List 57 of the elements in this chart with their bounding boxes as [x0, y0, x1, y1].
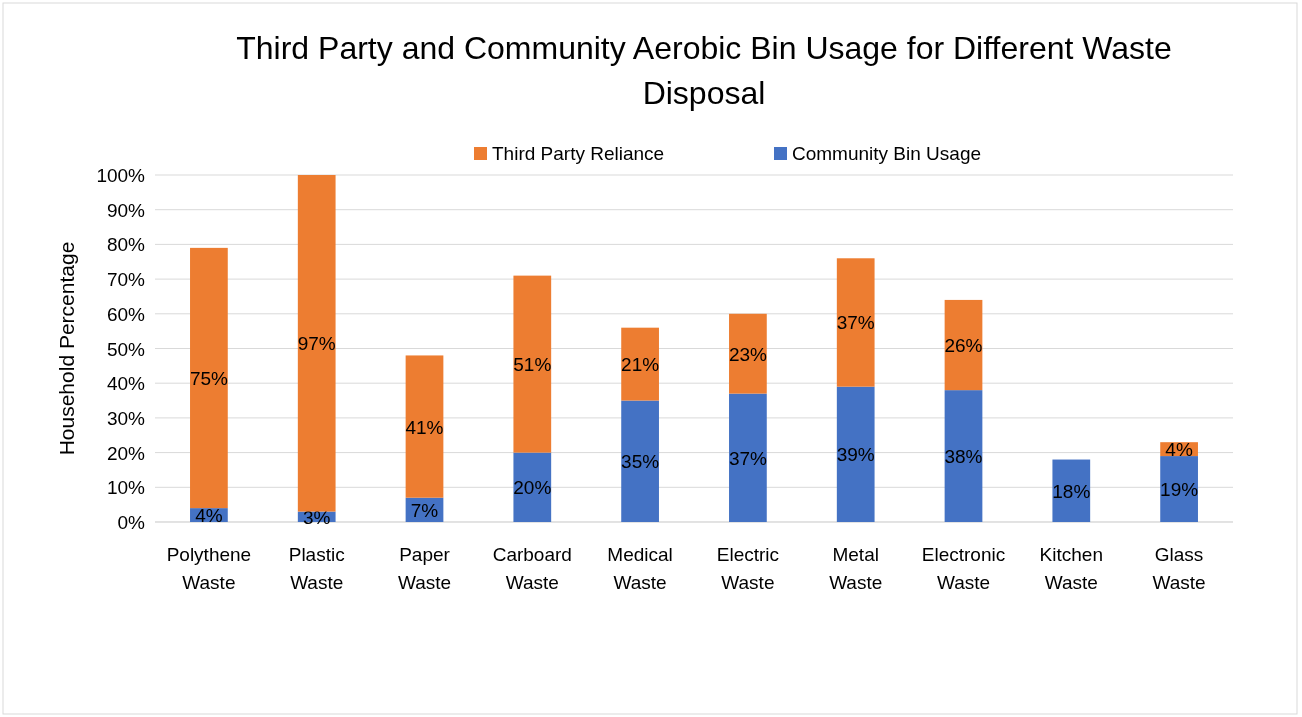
data-label: 20%	[513, 477, 552, 499]
bar	[621, 400, 659, 522]
data-label: 4%	[1165, 439, 1193, 461]
data-label: 37%	[836, 312, 875, 334]
data-label: 37%	[728, 447, 768, 469]
bar	[1160, 456, 1198, 522]
bar	[944, 299, 983, 391]
y-tick-label: 100%	[96, 165, 146, 186]
legend-label: Community Bin Usage	[792, 143, 982, 164]
x-tick-label: Electronic Waste	[921, 544, 1006, 593]
x-tick-label: Electric Waste	[716, 544, 780, 593]
bar	[836, 258, 875, 387]
data-label: 38%	[944, 446, 983, 468]
bar	[297, 175, 336, 512]
bar	[836, 386, 875, 522]
data-label: 41%	[405, 416, 444, 438]
x-tick-label: Metal Waste	[829, 544, 883, 593]
x-tick-label: Glass Waste	[1152, 544, 1206, 593]
bar	[513, 452, 552, 522]
y-tick-label: 80%	[106, 234, 146, 256]
x-tick-label: Medical Waste	[607, 544, 673, 593]
chart-title: Third Party and Community Aerobic Bin Usage for Different Waste Disposal	[236, 30, 1172, 111]
y-tick-label: 70%	[106, 269, 146, 291]
y-axis-title: Household Percentage	[55, 241, 78, 456]
x-tick-label: Paper Waste	[397, 544, 452, 593]
y-tick-label: 0%	[117, 512, 146, 533]
y-tick-label: 20%	[106, 442, 146, 464]
x-tick-label: Polythene Waste	[166, 544, 252, 593]
bar	[621, 327, 659, 401]
data-label: 97%	[297, 333, 336, 355]
y-tick-label: 50%	[106, 338, 146, 360]
y-tick-label: 90%	[106, 199, 146, 221]
x-tick-label: Plastic Waste	[288, 544, 345, 593]
bar	[513, 275, 552, 453]
data-label: 18%	[1052, 480, 1091, 502]
data-label: 26%	[944, 335, 983, 357]
y-tick-label: 60%	[106, 303, 146, 325]
y-tick-label: 30%	[106, 407, 146, 429]
x-tick-label: Kitchen Waste	[1039, 544, 1103, 593]
data-label: 35%	[621, 451, 660, 473]
bar	[944, 390, 983, 522]
y-tick-label: 40%	[106, 373, 146, 395]
data-label: 21%	[621, 354, 660, 376]
data-label: 51%	[513, 354, 552, 376]
bar	[729, 313, 767, 394]
bar	[729, 393, 767, 522]
data-label: 39%	[836, 444, 875, 466]
data-label: 23%	[728, 343, 768, 365]
data-label: 4%	[195, 505, 223, 527]
data-label: 7%	[410, 499, 439, 521]
data-label: 75%	[189, 367, 229, 389]
x-tick-label: Carboard Waste	[492, 544, 572, 593]
bar	[405, 355, 444, 498]
data-label: 19%	[1160, 479, 1199, 501]
bar	[190, 247, 228, 509]
legend-label: Third Party Reliance	[492, 143, 665, 164]
y-tick-label: 10%	[106, 477, 146, 499]
